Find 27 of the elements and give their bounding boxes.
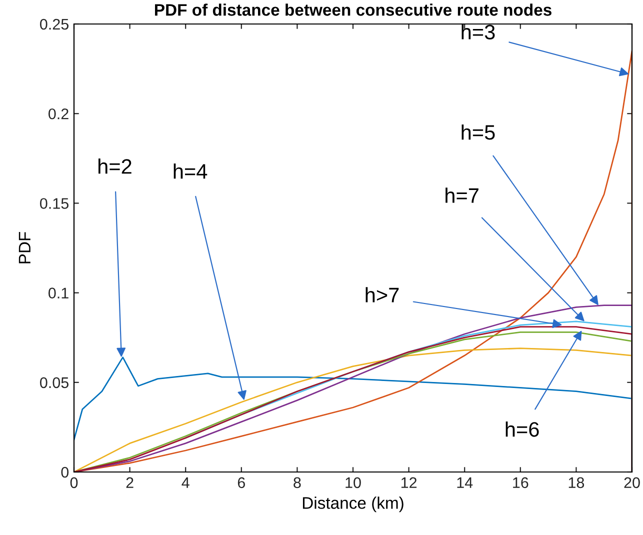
x-tick-label: 4	[182, 477, 190, 488]
x-tick-label: 16	[513, 477, 528, 488]
x-tick-label: 12	[401, 477, 417, 488]
x-tick-label: 8	[294, 477, 301, 488]
x-tick-label: 14	[457, 477, 473, 488]
x-tick-label: 18	[568, 477, 584, 488]
x-tick-label: 6	[238, 477, 245, 488]
annotation: h=4	[174, 163, 208, 179]
annotation: h=3	[462, 24, 495, 40]
annotation: h=6	[506, 422, 539, 437]
y-tick-label: 0.1	[48, 288, 68, 298]
chart-title: PDF of distance between consecutive route nodes	[155, 4, 552, 16]
y-tick-label: 0	[61, 466, 69, 478]
annotation: h>7	[366, 287, 399, 302]
annotation: h=7	[446, 188, 478, 203]
x-tick-label: 2	[126, 477, 134, 488]
annotation: h=2	[98, 158, 132, 174]
y-tick-label: 0.25	[40, 18, 68, 30]
x-tick-label: 0	[70, 477, 78, 488]
y-axis-title: PDF	[18, 232, 30, 264]
x-axis-title: Distance (km)	[302, 496, 404, 512]
y-tick-label: 0.2	[48, 108, 68, 120]
y-tick-label: 0.05	[40, 377, 68, 388]
x-tick-label: 10	[346, 477, 361, 488]
annotation: h=5	[462, 124, 495, 140]
y-tick-label: 0.15	[40, 198, 68, 209]
x-tick-label: 20	[624, 477, 640, 488]
